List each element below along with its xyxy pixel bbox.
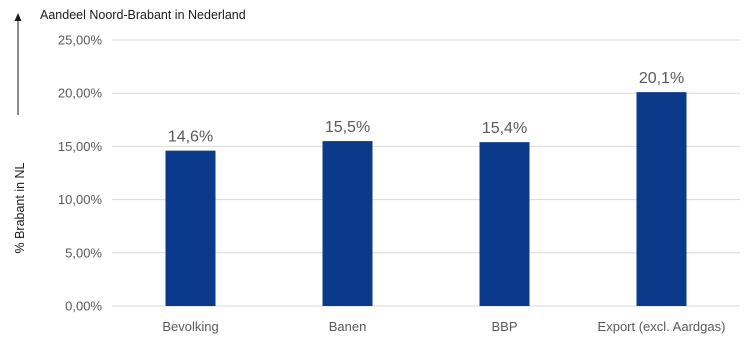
y-axis-arrow-head <box>14 13 22 21</box>
y-tick-label: 20,00% <box>58 86 103 101</box>
y-tick-label: 15,00% <box>58 139 103 154</box>
y-tick-label: 10,00% <box>58 192 103 207</box>
x-tick-label: Export (excl. Aardgas) <box>598 319 726 334</box>
x-axis-ticks: Bevolking Banen BBP Export (excl. Aardgas) <box>162 319 725 334</box>
bar-bevolking <box>165 150 216 306</box>
y-tick-label: 25,00% <box>58 33 103 48</box>
x-tick-label: Bevolking <box>162 319 218 334</box>
bar-bbp <box>479 142 530 306</box>
y-tick-label: 5,00% <box>65 245 102 260</box>
x-tick-label: BBP <box>491 319 517 334</box>
data-label: 15,4% <box>482 120 527 137</box>
data-label: 20,1% <box>639 70 684 87</box>
data-labels: 14,6% 15,5% 15,4% 20,1% <box>168 70 684 146</box>
data-label: 14,6% <box>168 129 213 146</box>
x-tick-label: Banen <box>329 319 367 334</box>
bars <box>165 92 687 306</box>
bar-banen <box>322 141 373 306</box>
chart-title: Aandeel Noord-Brabant in Nederland <box>40 8 246 22</box>
data-label: 15,5% <box>325 119 370 136</box>
y-axis-label: % Brabant in NL <box>13 162 27 253</box>
y-axis-ticks: 0,00% 5,00% 10,00% 15,00% 20,00% 25,00% <box>58 33 103 314</box>
bar-export-excl-aardgas <box>636 92 687 306</box>
y-tick-label: 0,00% <box>65 299 102 314</box>
gridlines <box>112 39 740 307</box>
